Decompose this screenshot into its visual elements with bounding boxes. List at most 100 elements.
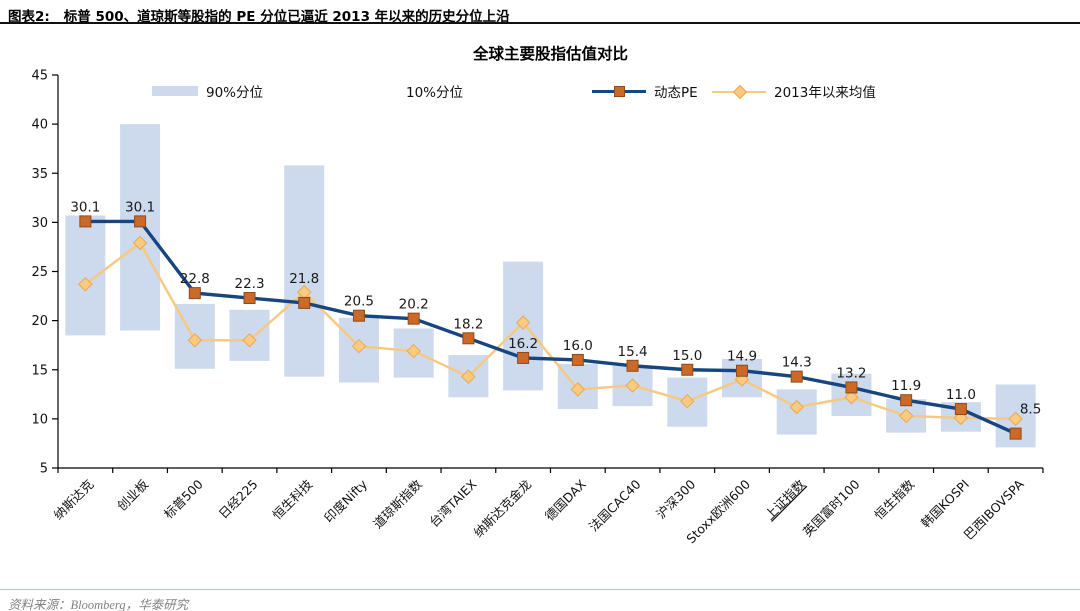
legend-item-10pct: 10%分位	[398, 82, 464, 101]
legend-item-90pct: 90%分位	[152, 82, 264, 101]
pe-square-marker	[298, 296, 311, 309]
x-category-label: 恒生指数	[871, 476, 917, 522]
pe-line-swatch-icon	[592, 85, 646, 97]
x-category-label: 台湾TAIEX	[426, 476, 480, 530]
mean-diamond-marker	[78, 277, 93, 292]
pe-square-marker	[462, 332, 475, 345]
pe-value-label: 16.2	[508, 336, 538, 352]
pe-square-marker	[407, 312, 420, 325]
figure-header: 图表2: 标普 500、道琼斯等股指的 PE 分位已逼近 2013 年以来的历史分…	[8, 5, 510, 25]
y-tick-label: 35	[31, 167, 48, 182]
pe-square-marker	[517, 351, 530, 364]
x-category-label: 英国富时100	[800, 476, 863, 539]
pe-value-label: 15.4	[618, 344, 648, 360]
percentile-band-bar	[284, 165, 325, 377]
pe-value-label: 20.2	[399, 297, 429, 313]
x-category-label: 恒生科技	[269, 476, 315, 522]
mean-diamond-marker	[625, 378, 640, 393]
pe-value-label: 18.2	[453, 316, 483, 332]
mean-diamond-marker	[351, 338, 367, 354]
pe-square-marker	[79, 215, 92, 228]
header-divider	[0, 22, 1080, 24]
x-category-label: 沪深300	[653, 476, 698, 521]
mean-diamond-marker	[461, 369, 476, 384]
y-tick-label: 20	[31, 314, 48, 329]
figure-number: 图表2:	[8, 9, 50, 25]
x-category-label: 创业板	[114, 476, 151, 513]
pe-square-marker	[243, 292, 256, 305]
legend-item-mean: 2013年以来均值	[712, 82, 876, 101]
pe-value-label: 30.1	[70, 199, 100, 215]
pe-square-marker	[736, 364, 748, 377]
mean-diamond-marker	[953, 410, 969, 426]
y-tick-label: 45	[31, 69, 48, 84]
source-note: 资料来源：Bloomberg，华泰研究	[8, 598, 189, 611]
mean-diamond-marker	[132, 235, 148, 251]
x-category-label: 德国DAX	[542, 476, 589, 523]
x-category-label: 纳斯达克金龙	[471, 477, 535, 541]
pe-square-marker	[188, 287, 201, 300]
mean-diamond-marker	[570, 382, 586, 397]
x-category-label: 标普500	[161, 476, 206, 521]
pe-value-label: 22.8	[180, 271, 210, 287]
mean-line-swatch-icon	[712, 84, 766, 100]
pe-value-label: 21.8	[289, 271, 319, 287]
percentile-band-bar	[65, 215, 106, 336]
chart-legend: 90%分位 10%分位 动态PE 2013年以来均值	[0, 82, 1080, 102]
y-tick-label: 5	[40, 462, 48, 477]
x-category-label: 印度Nifty	[321, 476, 370, 525]
pe-square-marker	[900, 394, 913, 407]
pe-square-marker	[352, 309, 365, 322]
pe-value-label: 15.0	[672, 348, 702, 364]
mean-diamond-marker	[406, 343, 421, 359]
pe-square-marker	[790, 370, 803, 383]
pe-value-label: 22.3	[234, 276, 264, 292]
x-category-label: 纳斯达克	[51, 477, 97, 523]
figure-title: 标普 500、道琼斯等股指的 PE 分位已逼近 2013 年以来的历史分位上沿	[63, 9, 510, 25]
legend-item-pe: 动态PE	[592, 82, 698, 101]
legend-label-90pct: 90%分位	[206, 85, 264, 101]
pe-line	[85, 219, 1017, 436]
pe-square-marker	[626, 359, 639, 372]
y-tick-label: 25	[31, 265, 48, 280]
pe-value-label: 16.0	[563, 338, 593, 354]
mean-diamond-marker	[242, 333, 257, 348]
x-category-label: 道琼斯指数	[370, 476, 425, 531]
mean-diamond-marker	[898, 408, 914, 424]
legend-label-10pct: 10%分位	[406, 85, 464, 101]
pe-value-label: 20.5	[344, 294, 374, 310]
mean-diamond-marker	[1008, 411, 1023, 427]
x-category-label: 上证指数	[762, 476, 808, 522]
pe-value-label: 11.9	[891, 378, 921, 394]
mean-diamond-marker	[680, 393, 695, 409]
legend-label-mean: 2013年以来均值	[774, 85, 876, 101]
y-tick-label: 10	[31, 412, 48, 427]
pe-value-label: 8.5	[1020, 402, 1041, 418]
pe-square-marker	[681, 363, 694, 376]
pe-value-label: 14.9	[727, 349, 757, 365]
x-category-label: 法国CAC40	[586, 476, 644, 534]
chart-title: 全球主要股指估值对比	[472, 45, 628, 63]
x-category-label: 日经225	[215, 477, 260, 522]
mean-diamond-marker	[515, 315, 531, 330]
mean-diamond-marker	[789, 399, 804, 415]
pe-square-marker	[845, 381, 858, 394]
band-swatch-icon	[152, 86, 198, 96]
x-category-label: 韩国KOSPI	[918, 477, 972, 531]
pe-square-marker	[954, 403, 967, 416]
pe-value-label: 13.2	[836, 365, 866, 381]
legend-label-pe: 动态PE	[654, 85, 698, 101]
y-tick-label: 30	[31, 216, 48, 231]
footer-divider	[0, 589, 1080, 590]
y-tick-label: 40	[31, 118, 48, 133]
pe-square-marker	[571, 353, 584, 366]
pe-value-label: 30.1	[125, 199, 155, 215]
pe-value-label: 11.0	[946, 387, 976, 403]
mean-diamond-marker	[187, 333, 203, 348]
pe-square-marker	[1009, 427, 1022, 440]
pe-square-marker	[134, 215, 147, 228]
mean-diamond-marker	[844, 390, 859, 405]
mean-line	[84, 241, 1016, 421]
